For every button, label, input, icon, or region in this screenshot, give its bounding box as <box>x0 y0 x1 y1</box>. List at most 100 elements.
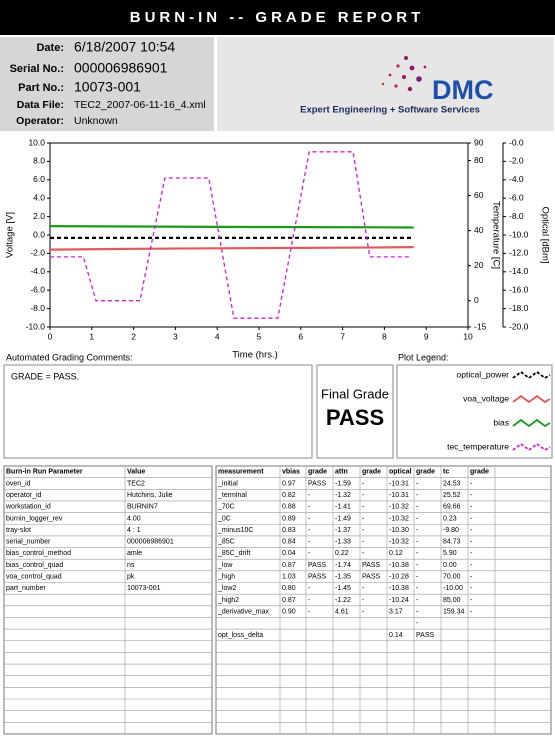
table-cell: bias_control_quad <box>6 562 63 569</box>
table-header: measurement <box>218 469 264 476</box>
table-cell: burnin_logger_rev <box>6 515 63 522</box>
info-label: Serial No.: <box>10 63 64 75</box>
table-cell: PASS <box>416 632 434 639</box>
series-line <box>50 151 412 319</box>
legend-label: Plot Legend: <box>398 352 449 362</box>
table-cell: _derivative_max <box>217 608 269 615</box>
table-cell: - <box>470 504 473 511</box>
table-header: Value <box>127 469 145 476</box>
table-cell: - <box>362 539 365 546</box>
table-cell: pk <box>127 574 135 581</box>
table-cell: - <box>470 492 473 499</box>
table-header: optical <box>389 469 412 476</box>
table-cell: oven_id <box>6 480 31 487</box>
table-cell: -10.28 <box>389 574 409 581</box>
table-cell: bias_control_method <box>6 550 71 557</box>
table-cell: _initial <box>217 480 238 487</box>
table-cell: 0.14 <box>389 632 403 639</box>
table-cell: _high2 <box>217 597 239 604</box>
table-cell: -9.80 <box>443 527 459 534</box>
tick-label: -14.0 <box>509 266 529 276</box>
table-cell: _low2 <box>217 585 236 592</box>
table-cell: - <box>362 480 365 487</box>
logo-panel <box>217 37 554 131</box>
x-axis-label: Time (hrs.) <box>232 350 278 361</box>
table-frame <box>215 465 552 735</box>
table-cell: workstation_id <box>5 504 51 511</box>
table-cell: 4.00 <box>127 515 141 522</box>
table-cell: - <box>362 515 365 522</box>
y3-axis-label: Optical [dBm] <box>539 206 550 263</box>
tick-label: 80 <box>474 155 484 165</box>
info-value: TEC2_2007-06-11-16_4.xml <box>74 99 206 111</box>
table-cell: -1.35 <box>335 574 351 581</box>
legend-swatch <box>512 370 551 380</box>
table-frame <box>3 465 213 735</box>
table-cell: 70.00 <box>443 574 461 581</box>
x-tick-label: 8 <box>382 331 387 341</box>
table-cell: -10.38 <box>389 562 409 569</box>
table-cell: - <box>470 550 473 557</box>
table-cell: 0.89 <box>282 515 296 522</box>
table-cell: - <box>308 608 311 615</box>
tick-label: -2.0 <box>30 248 45 258</box>
table-cell: 25.52 <box>443 492 461 499</box>
table-header: vbias <box>282 469 300 476</box>
table-cell: - <box>470 597 473 604</box>
table-cell: ns <box>127 562 135 569</box>
table-cell: -1.37 <box>335 527 351 534</box>
plot-frame <box>49 142 469 328</box>
table-cell: - <box>416 597 419 604</box>
table-cell: tray-slot <box>6 527 31 534</box>
table-cell: - <box>416 550 419 557</box>
tick-label: -20.0 <box>509 321 529 331</box>
table-cell: -1.45 <box>335 585 351 592</box>
table-cell: - <box>416 574 419 581</box>
table-cell: - <box>362 527 365 534</box>
table-cell: -10.32 <box>389 539 409 546</box>
tick-label: 10.0 <box>28 137 45 147</box>
table-cell: - <box>470 585 473 592</box>
table-cell: PASS <box>308 574 326 581</box>
table-cell: - <box>308 527 311 534</box>
table-cell: operator_id <box>6 492 42 499</box>
table-header: grade <box>308 469 327 476</box>
tick-label: -0.0 <box>509 137 524 147</box>
table-cell: -1.33 <box>335 539 351 546</box>
logo-dots <box>381 56 427 92</box>
table-cell: -1.74 <box>335 562 351 569</box>
comments-box <box>3 364 313 459</box>
table-cell: TEC2 <box>127 480 145 487</box>
table-cell: Hutchins, Julie <box>127 492 173 499</box>
table-header: Burn-in Run Parameter <box>6 469 83 476</box>
tick-label: -12.0 <box>509 248 529 258</box>
table-cell: -1.49 <box>335 515 351 522</box>
table-cell: 0.84 <box>282 539 296 546</box>
comments-text: GRADE = PASS. <box>11 371 79 381</box>
x-tick-label: 9 <box>424 331 429 341</box>
table-cell: 0.23 <box>443 515 457 522</box>
table-cell: 24.53 <box>443 480 461 487</box>
table-cell: 0.87 <box>282 597 296 604</box>
legend-entry: optical_power <box>457 369 510 379</box>
table-cell: -10.24 <box>389 597 409 604</box>
table-cell: 0.12 <box>389 550 403 557</box>
info-label: Operator: <box>16 115 64 127</box>
table-cell: amle <box>127 550 142 557</box>
table-cell: -1.22 <box>335 597 351 604</box>
comments-label: Automated Grading Comments: <box>6 352 133 362</box>
table-cell: 0.83 <box>282 527 296 534</box>
tick-label: 6.0 <box>33 174 45 184</box>
table-cell: 0.04 <box>282 550 296 557</box>
x-tick-label: 3 <box>173 331 178 341</box>
table-cell: 159.34 <box>443 608 465 615</box>
tick-label: -4.0 <box>509 174 524 184</box>
table-cell: 4 : 1 <box>127 527 141 534</box>
tick-label: 40 <box>474 225 484 235</box>
table-cell: -1.41 <box>335 504 351 511</box>
tick-label: -16.0 <box>509 284 529 294</box>
table-header: grade <box>416 469 435 476</box>
table-cell: opt_loss_delta <box>218 632 263 639</box>
tick-label: 90 <box>474 137 484 147</box>
